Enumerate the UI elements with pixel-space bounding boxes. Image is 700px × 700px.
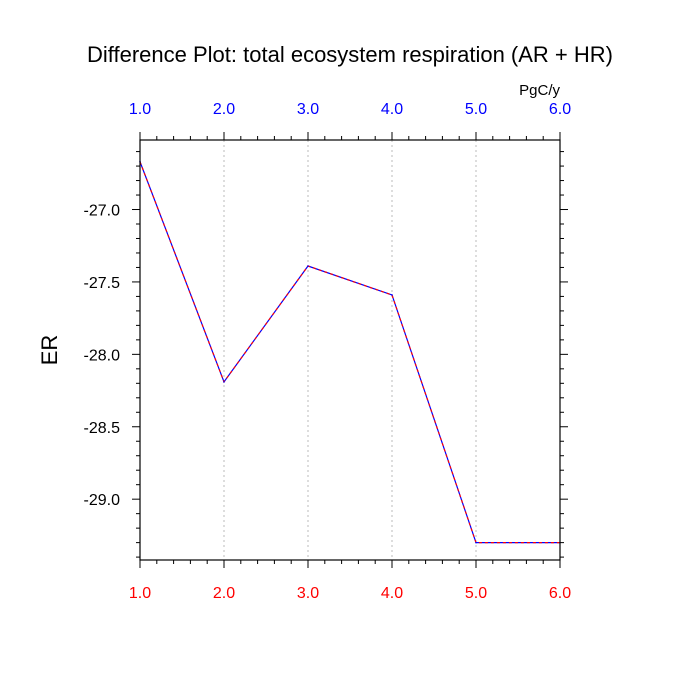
grid-lines [223,140,477,560]
x-tick-label-top: 1.0 [129,101,151,118]
x-tick-label-bottom: 6.0 [549,585,571,602]
x-tick-label-bottom: 3.0 [297,585,319,602]
x-tick-label-top: 4.0 [381,101,403,118]
units-label: PgC/y [519,82,560,99]
y-tick-label: -27.5 [84,275,121,292]
data-point [223,381,225,383]
axis-ticks [132,132,568,568]
x-tick-label-top: 2.0 [213,101,235,118]
series-line-red-dashed [139,161,560,544]
plot-frame [139,139,561,561]
series-line-blue [139,161,560,544]
x-tick-label-bottom: 2.0 [213,585,235,602]
y-tick-label: -28.0 [84,347,121,364]
x-tick-label-top: 3.0 [297,101,319,118]
data-point [475,541,477,544]
x-tick-label-top: 5.0 [465,101,487,118]
x-tick-label-bottom: 1.0 [129,585,151,602]
series-lines [139,160,561,544]
y-tick-label: -27.0 [84,203,121,220]
y-tick-label: -28.5 [84,420,121,437]
y-tick-label: -29.0 [84,492,121,509]
x-tick-label-bottom: 5.0 [465,585,487,602]
chart-title: Difference Plot: total ecosystem respira… [87,42,613,67]
y-axis-label: ER [37,335,62,366]
x-tick-label-bottom: 4.0 [381,585,403,602]
data-point [391,294,393,296]
data-point [307,265,309,267]
tick-labels: 1.0 1.0 2.0 2.0 3.0 3.0 4.0 4.0 5.0 5.0 6.0 6.0 -27.… [84,101,572,602]
x-tick-label-top: 6.0 [549,101,571,118]
